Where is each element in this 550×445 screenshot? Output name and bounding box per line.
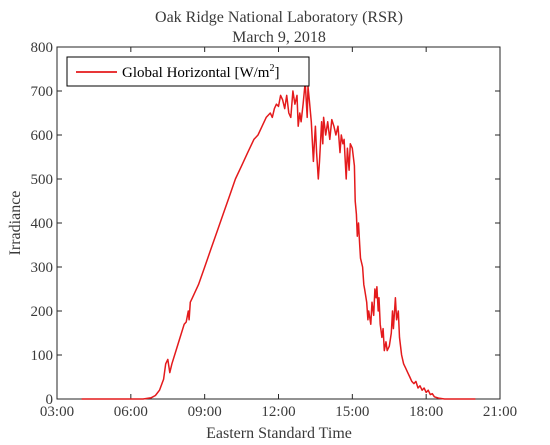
- x-tick-label: 06:00: [114, 404, 148, 420]
- y-axis: 0 100 200 300 400 500 600 700 800: [31, 40, 500, 408]
- x-tick-label: 09:00: [188, 404, 222, 420]
- x-axis: 03:00 06:00 09:00 12:00 15:00 18:00 21:00: [40, 47, 517, 420]
- x-tick-label: 03:00: [40, 404, 74, 420]
- legend-label: Global Horizontal [W/m2]: [122, 63, 279, 81]
- x-tick-label: 12:00: [261, 404, 295, 420]
- chart-subtitle: March 9, 2018: [232, 29, 326, 46]
- y-tick-label: 500: [31, 172, 54, 188]
- y-tick-label: 700: [31, 84, 54, 100]
- legend-label-suffix: ]: [274, 65, 279, 81]
- y-axis-label: Irradiance: [7, 191, 24, 256]
- y-tick-label: 600: [31, 128, 54, 144]
- legend-label-main: Global Horizontal [W/m: [122, 65, 270, 81]
- x-axis-label: Eastern Standard Time: [206, 425, 352, 442]
- global-horizontal-series-line: [81, 81, 476, 400]
- y-tick-label: 800: [31, 40, 54, 56]
- x-tick-label: 18:00: [409, 404, 443, 420]
- legend: Global Horizontal [W/m2]: [66, 56, 310, 87]
- legend-label-sup: 2: [269, 63, 274, 74]
- y-tick-label: 100: [31, 348, 54, 364]
- x-tick-label: 15:00: [335, 404, 369, 420]
- series-layer: [81, 81, 476, 400]
- chart-title: Oak Ridge National Laboratory (RSR): [155, 9, 403, 26]
- y-tick-label: 200: [31, 304, 54, 320]
- x-tick-label: 21:00: [483, 404, 517, 420]
- y-tick-label: 0: [46, 392, 54, 408]
- plot-area: [56, 46, 501, 400]
- y-tick-label: 300: [31, 260, 54, 276]
- y-tick-label: 400: [31, 216, 54, 232]
